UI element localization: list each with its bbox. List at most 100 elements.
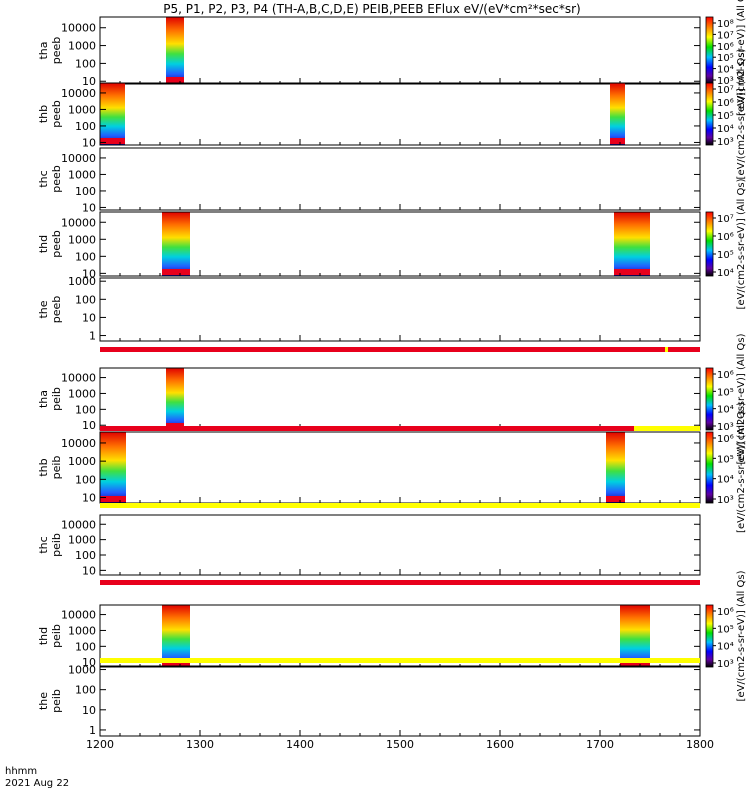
spectrogram-block-thb_peib-1 — [606, 432, 625, 503]
colorbar-label-thb_peib-3: 10³ — [717, 495, 734, 506]
y-tick-label-thb_peib-0: 10 — [82, 492, 96, 505]
panel-label-probe-tha_peeb: tha — [37, 41, 50, 59]
y-tick-label-the_peeb-1: 10 — [82, 311, 96, 324]
low-energy-band-thd_peeb-0 — [162, 269, 190, 275]
panel-label-the_peib: thepeib — [37, 689, 63, 713]
colorbar-label-thb_peib-1: 10⁵ — [717, 454, 734, 465]
status-bar-thc_peib-0 — [100, 580, 700, 585]
colorbar-title-thd_peib: [eV/(cm2-s-sr-eV)] (All Qs) — [736, 570, 747, 701]
y-tick-label-thb_peib-2: 1000 — [68, 455, 96, 468]
x-tick-label-1500: 1500 — [386, 738, 414, 751]
x-axis: 1200 1300 1400 1500 1600 1700 1800 — [86, 738, 714, 751]
panels: 10100100010000thapeeb10⁸10⁷10⁶10⁵10⁴10³[… — [37, 0, 747, 737]
colorbar-label-tha_peib-3: 10³ — [717, 422, 734, 433]
y-tick-label-thc_peeb-1: 100 — [75, 185, 96, 198]
panel-label-type-thb_peeb: peeb — [50, 100, 63, 128]
x-axis-label: hhmm — [5, 766, 37, 777]
panel-frame-the_peib — [99, 665, 701, 737]
panel-label-thb_peeb: thbpeeb — [37, 100, 63, 128]
panel-label-probe-thc_peib: thc — [37, 536, 50, 553]
status-bar-the_peeb-2 — [668, 347, 700, 352]
colorbar-label-thb_peib-2: 10⁴ — [717, 475, 734, 486]
colorbar-title-thd_peeb: [eV/(cm2-s-sr-eV)] (All Qs) — [736, 178, 747, 309]
colorbar-thd_peib — [705, 604, 714, 668]
y-tick-label-tha_peeb-0: 10 — [82, 75, 96, 88]
y-tick-label-thd_peib-1: 100 — [75, 640, 96, 653]
colorbar-title-thb_peeb: [eV/(cm2-s-sr-eV)] (All Qs) — [736, 48, 747, 179]
low-energy-band-thb_peib-0 — [100, 496, 126, 502]
spectrogram-block-tha_peib-0 — [166, 368, 184, 430]
colorbar-label-thd_peib-3: 10³ — [717, 659, 734, 670]
date-label: 2021 Aug 22 — [5, 778, 69, 789]
x-tick-label-1700: 1700 — [586, 738, 614, 751]
y-tick-label-thd_peeb-0: 10 — [82, 267, 96, 280]
y-tick-label-thc_peib-1: 100 — [75, 549, 96, 562]
colorbar-label-tha_peeb-3: 10⁵ — [717, 53, 734, 64]
panel-label-probe-thc_peeb: thc — [37, 170, 50, 187]
x-tick-label-1200: 1200 — [86, 738, 114, 751]
y-tick-label-thc_peib-0: 10 — [82, 564, 96, 577]
colorbar-label-tha_peib-1: 10⁵ — [717, 387, 734, 398]
chart-title: P5, P1, P2, P3, P4 (TH-A,B,C,D,E) PEIB,P… — [163, 2, 580, 16]
x-tick-label-1300: 1300 — [186, 738, 214, 751]
panel-frame-tha_peeb — [99, 16, 701, 85]
colorbar-label-tha_peeb-2: 10⁶ — [717, 42, 734, 53]
colorbar-label-tha_peeb-1: 10⁷ — [717, 30, 734, 41]
y-tick-label-thb_peib-1: 100 — [75, 473, 96, 486]
colorbar-title-tha_peib: [eV/(cm2-s-sr-eV)] (All Qs) — [736, 333, 747, 464]
colorbar-label-tha_peeb-0: 10⁸ — [717, 19, 734, 30]
status-bar-thd_peib-0 — [100, 658, 700, 663]
y-tick-label-thb_peeb-2: 1000 — [68, 103, 96, 116]
y-tick-label-the_peeb-2: 100 — [75, 293, 96, 306]
panel-label-type-tha_peeb: peeb — [50, 37, 63, 65]
y-tick-label-tha_peib-2: 1000 — [68, 387, 96, 400]
panel-label-type-thc_peib: peib — [50, 533, 63, 557]
panel-label-probe-thd_peeb: thd — [37, 235, 50, 253]
panel-label-type-thd_peeb: peeb — [50, 230, 63, 258]
colorbar-label-thb_peeb-1: 10⁶ — [717, 98, 734, 109]
y-tick-label-thd_peeb-1: 100 — [75, 250, 96, 263]
colorbar-label-thd_peeb-0: 10⁷ — [717, 214, 734, 225]
colorbar-tha_peeb — [705, 16, 714, 85]
y-tick-label-thb_peeb-0: 10 — [82, 136, 96, 149]
panel-label-tha_peeb: thapeeb — [37, 37, 63, 65]
panel-tha_peib: 10 100 1000 10000 thapeib 10⁶ 10⁵ 10⁴ 10³ [eV/(cm… — [37, 333, 747, 464]
panel-label-probe-tha_peib: tha — [37, 390, 50, 408]
colorbar-label-thd_peib-2: 10⁴ — [717, 642, 734, 653]
y-tick-label-the_peib-1: 10 — [82, 704, 96, 717]
y-tick-label-thd_peib-2: 1000 — [68, 624, 96, 637]
panel-label-type-tha_peib: peib — [50, 387, 63, 411]
y-tick-label-thd_peeb-2: 1000 — [68, 233, 96, 246]
panel-label-probe-thb_peeb: thb — [37, 105, 50, 123]
panel-label-thd_peib: thdpeib — [37, 624, 63, 648]
panel-label-thb_peib: thbpeib — [37, 456, 63, 480]
x-tick-label-1600: 1600 — [486, 738, 514, 751]
colorbar-label-thb_peeb-0: 10⁷ — [717, 85, 734, 96]
x-tick-label-1800: 1800 — [686, 738, 714, 751]
y-tick-label-tha_peeb-1: 100 — [75, 57, 96, 70]
spectrogram-block-thd_peib-1 — [620, 605, 650, 667]
spectrogram-block-thd_peeb-0 — [162, 212, 190, 276]
colorbar-thd_peeb — [705, 211, 714, 277]
colorbar-label-tha_peeb-4: 10⁴ — [717, 65, 734, 76]
status-bar-tha_peib-0 — [100, 426, 634, 431]
low-energy-band-tha_peeb-0 — [166, 77, 184, 83]
y-tick-label-thc_peeb-0: 10 — [82, 201, 96, 214]
spectrogram-block-thb_peib-0 — [100, 432, 126, 503]
low-energy-band-thd_peeb-1 — [614, 269, 650, 275]
panel-label-type-thb_peib: peib — [50, 456, 63, 480]
panel-label-probe-thb_peib: thb — [37, 458, 50, 476]
colorbar-label-tha_peib-0: 10⁶ — [717, 370, 734, 381]
y-tick-label-tha_peib-3: 10000 — [61, 372, 96, 385]
low-energy-band-thb_peeb-0 — [100, 138, 125, 144]
colorbar-label-tha_peib-2: 10⁴ — [717, 405, 734, 416]
y-tick-label-thc_peib-3: 10000 — [61, 518, 96, 531]
panel-label-probe-thd_peib: thd — [37, 627, 50, 645]
spectrogram-block-thb_peeb-0 — [100, 83, 125, 145]
colorbar-thb_peib — [705, 431, 714, 504]
y-tick-label-thb_peeb-1: 100 — [75, 120, 96, 133]
panel-the_peeb: 1 10 100 1000 thepeeb — [37, 275, 701, 343]
y-tick-label-thc_peeb-2: 1000 — [68, 168, 96, 181]
